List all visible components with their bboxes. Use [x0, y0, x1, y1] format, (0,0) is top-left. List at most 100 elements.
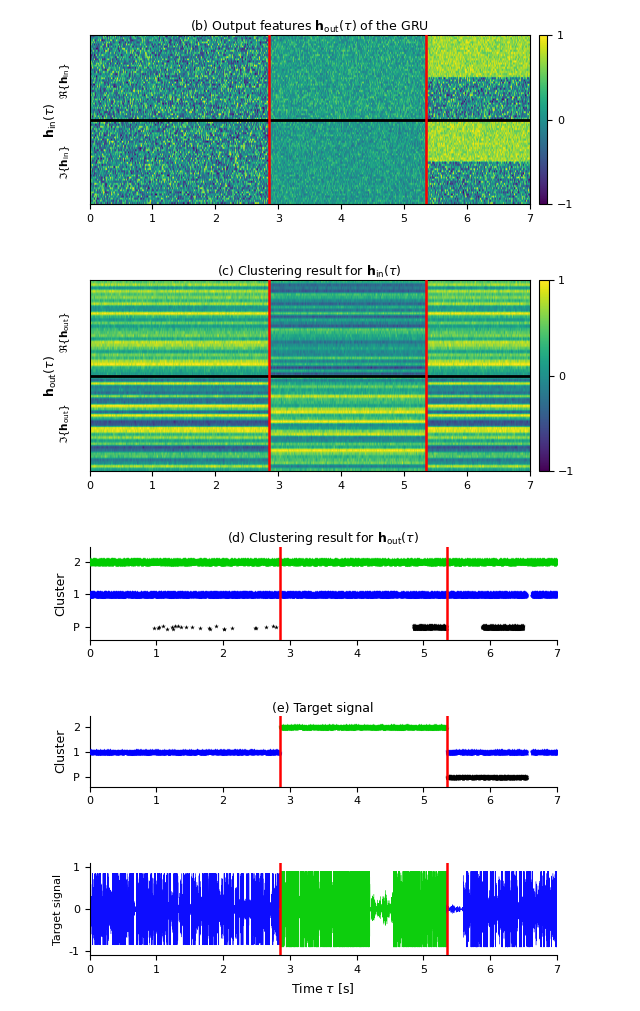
Point: [543, 745, 554, 761]
Point: [433, 720, 443, 736]
Point: [485, 618, 495, 634]
Point: [467, 768, 477, 785]
Point: [549, 745, 559, 761]
Point: [486, 770, 496, 787]
Point: [164, 745, 174, 761]
Point: [492, 553, 502, 569]
Point: [332, 718, 342, 734]
Point: [493, 619, 503, 635]
Point: [229, 585, 239, 602]
Point: [383, 718, 393, 734]
Point: [399, 586, 410, 603]
Point: [113, 586, 124, 603]
Point: [365, 587, 375, 604]
Point: [417, 720, 428, 736]
Point: [465, 769, 475, 786]
Point: [329, 555, 339, 571]
Point: [259, 743, 269, 759]
Point: [517, 743, 527, 759]
Point: [404, 586, 414, 603]
Point: [111, 584, 121, 601]
Point: [112, 586, 122, 603]
Point: [347, 584, 357, 601]
Point: [394, 720, 404, 736]
Point: [143, 745, 153, 761]
Point: [486, 769, 497, 786]
Point: [429, 583, 439, 600]
Point: [330, 553, 340, 569]
Point: [390, 719, 401, 735]
Point: [153, 743, 163, 759]
Point: [382, 719, 392, 735]
Point: [269, 585, 279, 602]
Point: [124, 745, 134, 761]
Point: [296, 553, 307, 569]
Point: [518, 744, 529, 760]
Point: [264, 586, 274, 603]
Point: [460, 768, 470, 785]
Point: [239, 743, 250, 759]
Point: [443, 586, 453, 603]
Point: [342, 721, 352, 737]
Point: [431, 720, 442, 736]
Point: [88, 742, 99, 758]
Point: [216, 745, 227, 761]
Point: [264, 743, 275, 759]
Point: [462, 586, 472, 603]
Point: [248, 551, 259, 567]
Point: [184, 744, 194, 760]
Point: [454, 551, 465, 567]
Point: [240, 744, 250, 760]
Point: [436, 588, 447, 605]
Point: [348, 557, 358, 573]
Point: [97, 589, 107, 606]
Point: [170, 586, 180, 603]
Point: [255, 745, 266, 761]
Point: [530, 552, 540, 568]
Point: [200, 585, 211, 602]
Point: [298, 554, 308, 570]
Point: [371, 588, 381, 605]
Point: [163, 584, 173, 601]
Point: [163, 742, 173, 758]
Point: [100, 588, 110, 605]
Point: [164, 588, 175, 605]
Point: [180, 743, 191, 759]
Point: [527, 588, 538, 605]
Point: [276, 588, 286, 605]
Point: [476, 770, 486, 787]
Point: [407, 719, 417, 735]
Point: [323, 554, 333, 570]
Point: [325, 721, 335, 737]
Point: [311, 587, 321, 604]
Point: [427, 584, 437, 601]
Point: [479, 745, 489, 761]
Point: [367, 554, 378, 570]
Point: [503, 744, 513, 760]
Point: [306, 718, 316, 734]
Point: [244, 743, 254, 759]
Point: [548, 552, 559, 568]
Point: [291, 551, 301, 567]
Point: [491, 618, 501, 634]
Point: [452, 554, 463, 570]
Point: [472, 555, 483, 571]
Point: [444, 768, 454, 785]
Point: [223, 585, 234, 602]
Point: [342, 720, 353, 736]
Point: [133, 551, 143, 567]
Point: [448, 743, 458, 759]
Point: [394, 720, 404, 736]
Point: [480, 587, 490, 604]
Point: [488, 585, 498, 602]
Point: [113, 553, 123, 569]
Point: [227, 620, 237, 636]
Point: [195, 746, 205, 762]
Point: [504, 552, 514, 568]
Point: [515, 588, 525, 605]
Point: [324, 719, 335, 735]
Point: [481, 620, 492, 636]
Point: [453, 556, 463, 572]
Point: [263, 745, 273, 761]
Point: [541, 586, 551, 603]
